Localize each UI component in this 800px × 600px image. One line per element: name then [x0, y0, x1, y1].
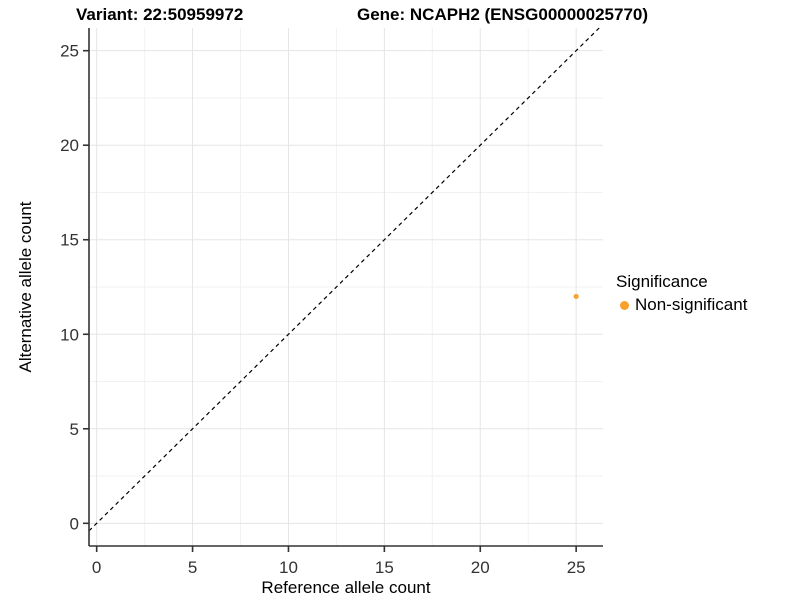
x-tick-label: 0	[92, 558, 101, 577]
x-tick-label: 10	[279, 558, 298, 577]
y-tick-label: 0	[70, 514, 79, 533]
legend-item: Non-significant	[620, 295, 747, 315]
y-tick-label: 15	[60, 231, 79, 250]
x-tick-label: 5	[188, 558, 197, 577]
y-tick-label: 25	[60, 42, 79, 61]
x-axis-title: Reference allele count	[261, 578, 431, 597]
y-tick-label: 10	[60, 325, 79, 344]
legend: Significance Non-significant	[616, 272, 747, 315]
plot-title-variant: Variant: 22:50959972	[76, 5, 244, 24]
y-tick-label: 5	[70, 420, 79, 439]
identity-line	[88, 27, 600, 532]
y-tick-label: 20	[60, 136, 79, 155]
y-axis-title: Alternative allele count	[16, 201, 35, 373]
legend-point-icon	[620, 300, 629, 310]
legend-title: Significance	[616, 272, 708, 291]
data-point	[573, 293, 579, 299]
x-tick-label: 15	[375, 558, 394, 577]
plot-title-gene: Gene: NCAPH2 (ENSG00000025770)	[357, 5, 649, 24]
x-tick-label: 20	[471, 558, 490, 577]
legend-item-label: Non-significant	[635, 295, 748, 314]
x-tick-label: 25	[567, 558, 586, 577]
